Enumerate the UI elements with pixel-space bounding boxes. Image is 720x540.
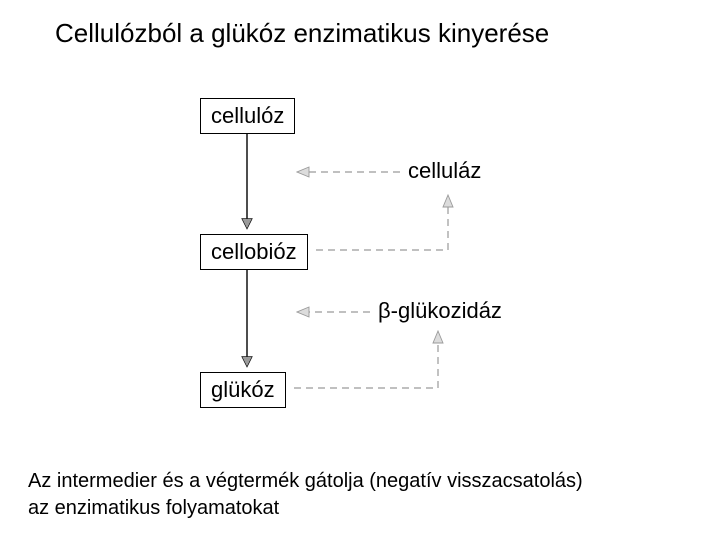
connectors	[0, 0, 720, 540]
node-glukoz-label: glükóz	[211, 377, 275, 402]
feedback-glukoz-to-bglukozidaz	[294, 332, 438, 388]
page-title: Cellulózból a glükóz enzimatikus kinyeré…	[55, 18, 549, 49]
footer-text: Az intermedier és a végtermék gátolja (n…	[28, 468, 692, 522]
node-celluloz-label: cellulóz	[211, 103, 284, 128]
enzyme-cellulaz: celluláz	[408, 158, 481, 184]
node-glukoz: glükóz	[200, 372, 286, 408]
node-cellobioz: cellobióz	[200, 234, 308, 270]
catalysis-arrows	[298, 172, 400, 312]
footer-line1: Az intermedier és a végtermék gátolja (n…	[28, 470, 583, 492]
diagram-stage: Cellulózból a glükóz enzimatikus kinyeré…	[0, 0, 720, 540]
footer-line2: az enzimatikus folyamatokat	[28, 497, 279, 519]
feedback-arrows	[294, 196, 448, 388]
node-celluloz: cellulóz	[200, 98, 295, 134]
feedback-cellobioz-to-cellulaz	[316, 196, 448, 250]
node-cellobioz-label: cellobióz	[211, 239, 297, 264]
enzyme-bglukozidaz: β-glükozidáz	[378, 298, 502, 324]
